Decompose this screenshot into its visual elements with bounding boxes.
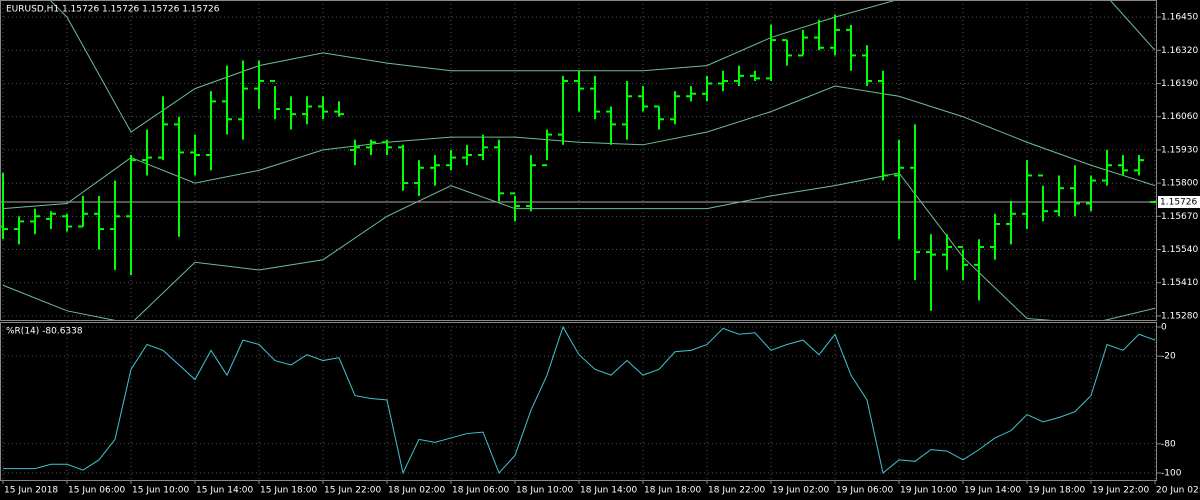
band-line: [49, 0, 1156, 133]
y-tick-label: -20: [1161, 352, 1176, 362]
y-tick-label: 1.15410: [1161, 278, 1198, 288]
y-tick-label: 1.15930: [1161, 145, 1198, 155]
price-label-box: [1158, 196, 1200, 209]
x-tick-label: 18 Jun 06:00: [452, 486, 509, 496]
x-tick-label: 18 Jun 10:00: [516, 486, 573, 496]
x-tick-label: 15 Jun 18:00: [260, 486, 317, 496]
x-tick-label: 15 Jun 2018: [4, 486, 58, 496]
y-tick-label: 1.15540: [1161, 245, 1198, 255]
x-tick-label: 15 Jun 06:00: [68, 486, 125, 496]
band-line: [2, 85, 1156, 210]
x-tick-label: 18 Jun 14:00: [580, 486, 637, 496]
y-tick-label: 1.15800: [1161, 179, 1198, 189]
x-tick-label: 18 Jun 02:00: [388, 486, 445, 496]
x-tick-label: 15 Jun 14:00: [196, 486, 253, 496]
y-tick-label: 1.16320: [1161, 46, 1198, 56]
y-tick-label: -80: [1161, 439, 1176, 449]
indicator-title: %R(14) -80.6338: [6, 327, 83, 337]
x-tick-label: 20 Jun 02:00: [1156, 486, 1200, 496]
indicator-panel: [0, 322, 1157, 480]
x-tick-label: 19 Jun 02:00: [772, 486, 829, 496]
y-tick-label: 0: [1161, 322, 1167, 332]
chart-title: EURUSD,H1 1.15726 1.15726 1.15726 1.1572…: [6, 5, 220, 15]
y-tick-label: 1.15280: [1161, 311, 1198, 321]
x-tick-label: 19 Jun 06:00: [836, 486, 893, 496]
x-tick-label: 18 Jun 18:00: [644, 486, 701, 496]
indicator-line: [3, 325, 1156, 475]
x-tick-label: 19 Jun 18:00: [1028, 486, 1085, 496]
y-tick-label: 1.16190: [1161, 79, 1198, 89]
y-tick-label: -100: [1161, 468, 1182, 478]
x-tick-label: 19 Jun 10:00: [900, 486, 957, 496]
x-tick-label: 19 Jun 22:00: [1092, 486, 1149, 496]
price-panel: [0, 0, 1157, 320]
x-tick-label: 15 Jun 10:00: [132, 486, 189, 496]
price-label: 1.15726: [1160, 198, 1197, 208]
y-tick-label: 1.16450: [1161, 13, 1198, 23]
price-frame: [0, 0, 1157, 321]
x-tick-label: 19 Jun 14:00: [964, 486, 1021, 496]
x-tick-label: 18 Jun 22:00: [708, 486, 765, 496]
x-tick-label: 15 Jun 22:00: [324, 486, 381, 496]
y-tick-label: 1.16060: [1161, 112, 1198, 122]
y-tick-label: 1.15670: [1161, 212, 1198, 222]
